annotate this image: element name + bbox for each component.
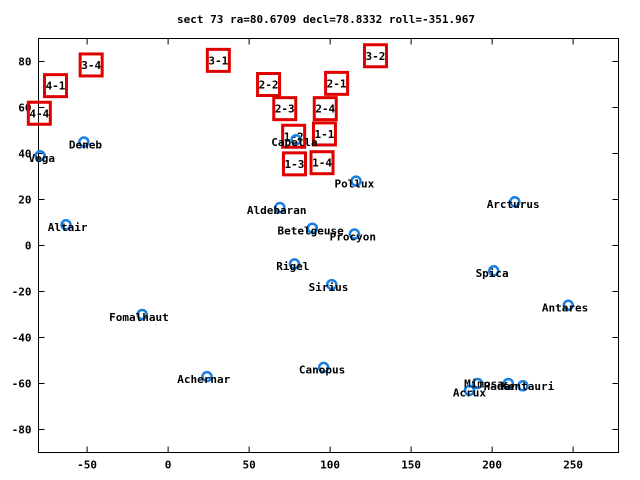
star-point [471,377,484,390]
x-tick-label: 250 [563,459,583,472]
sector-label: 3-2 [366,50,386,63]
sector-label: 1-1 [315,128,335,141]
star-point [509,196,521,208]
star-point [502,377,515,390]
star-label: Arcturus [487,198,540,211]
sector-box-3-4 [78,52,104,78]
sector-label: 1-3 [285,158,305,171]
star-point [60,219,72,231]
sector-box-1-4 [309,150,335,176]
star-point [348,228,361,240]
y-tick-label: -20 [12,286,32,299]
sector-box-2-4 [312,96,338,122]
sector-box-2-1 [324,70,350,96]
star-point [274,201,286,214]
star-label: Procyon [330,230,376,243]
sector-label: 4-1 [46,80,66,93]
sector-label: 3-1 [208,54,228,67]
x-tick-label: 100 [320,459,340,472]
sector-box-4-4 [26,100,52,126]
x-tick-label: -50 [77,459,97,472]
star-label: Altair [48,221,88,234]
star-label: Spica [476,267,509,280]
star-label: Hadar [484,380,517,393]
sector-box-3-1 [205,47,231,73]
y-tick-label: -80 [12,424,32,437]
star-point [317,361,330,374]
star-label: Achernar [177,373,230,386]
star-point [288,258,301,270]
x-tick-label: 200 [482,459,502,472]
star-label: Antares [542,302,588,315]
sector-box-4-1 [43,73,69,99]
y-tick-label: -40 [12,332,32,345]
star-label: Aldebaran [247,204,307,217]
y-tick-label: -60 [12,378,32,391]
star-point [463,384,476,397]
star-point [562,299,575,312]
sector-box-3-2 [362,43,388,69]
y-tick-label: 20 [18,194,31,207]
sector-box-2-3 [272,96,298,122]
star-label: Capella [271,136,317,149]
y-tick-label: 0 [25,240,32,253]
star-point [78,136,90,148]
star-label: Kentauri [501,380,554,393]
chart-title: sect 73 ra=80.6709 decl=78.8332 roll=-35… [177,13,475,26]
sector-label: 2-2 [259,79,279,92]
star-label: Sirius [309,281,349,294]
star-label: Acrux [453,387,486,400]
sector-label: 3-4 [81,59,101,72]
star-label: Rigel [276,260,309,273]
star-labels: Vega Deneb Altair Capella Pollux Aldebaran Arc… [28,136,588,400]
x-tick-label: 50 [242,459,255,472]
sector-box-1-2 [281,123,307,149]
star-point [350,175,362,187]
sector-label: 2-1 [327,77,347,90]
star-points [34,133,575,397]
star-label: Vega [28,152,55,165]
x-tick-label: 0 [165,459,172,472]
sector-box-1-3 [281,151,307,177]
star-point [34,150,46,162]
star-label: Betelgeuse [278,225,345,238]
sector-label: 1-4 [312,157,332,170]
y-tick-label: 40 [18,148,31,161]
star-point [290,133,302,146]
star-point [488,265,500,277]
star-label: Fomalhaut [109,311,169,324]
star-label: Canopus [299,364,345,377]
star-point [201,370,213,383]
sector-box-2-2 [256,72,282,97]
star-point [325,278,338,291]
sector-boxes: 1-11-21-3 1-42-12-22-3 2-43-1 3-23-44-14-4 [26,43,388,177]
sector-label: 2-3 [275,103,295,116]
sector-box-1-1 [311,121,337,147]
star-label: Mimosa [464,378,504,391]
star-label: Pollux [335,177,375,190]
x-tick-label: 150 [401,459,421,472]
star-label: Deneb [69,138,102,151]
star-point [136,308,148,321]
star-point [306,222,319,234]
star-point [517,380,529,392]
sector-label: 4-4 [29,107,49,120]
sector-label: 2-4 [315,103,335,116]
y-tick-label: 80 [18,56,31,69]
